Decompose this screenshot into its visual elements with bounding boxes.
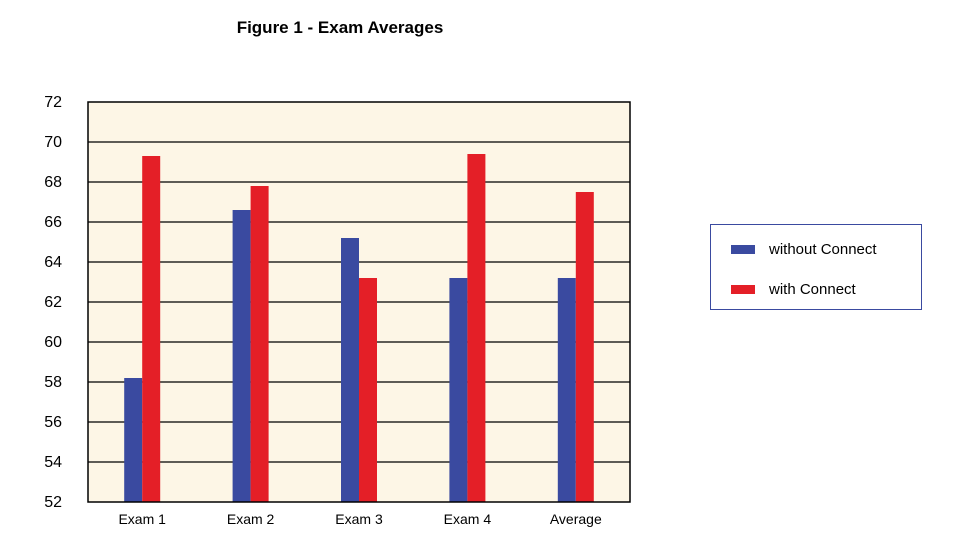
legend-swatch-with-connect: [731, 284, 755, 294]
bar-with-connect-4: [575, 192, 594, 502]
y-tick-label: 68: [44, 174, 62, 191]
y-tick-label: 56: [44, 414, 62, 431]
x-tick-label: Exam 1: [118, 511, 166, 527]
legend-label: with Connect: [769, 280, 856, 298]
legend: without Connect with Connect: [710, 224, 922, 310]
x-axis-tick-labels: Exam 1 Exam 2 Exam 3 Exam 4 Average: [118, 511, 601, 527]
y-tick-label: 72: [44, 94, 62, 111]
y-tick-label: 60: [44, 334, 62, 351]
bar-without-connect-4: [557, 278, 576, 502]
legend-item-with-connect: with Connect: [731, 279, 856, 299]
y-tick-label: 64: [44, 254, 62, 271]
y-tick-label: 70: [44, 134, 62, 151]
legend-item-without-connect: without Connect: [731, 239, 877, 259]
bar-with-connect-2: [359, 278, 377, 502]
bar-with-connect-1: [250, 186, 269, 502]
legend-swatch-without-connect: [731, 244, 755, 254]
y-tick-label: 52: [44, 494, 62, 511]
y-tick-label: 66: [44, 214, 62, 231]
bar-without-connect-3: [449, 278, 468, 502]
y-tick-label: 58: [44, 374, 62, 391]
y-tick-label: 54: [44, 454, 62, 471]
x-tick-label: Exam 3: [335, 511, 383, 527]
bar-with-connect-0: [142, 156, 161, 502]
x-tick-label: Exam 2: [227, 511, 275, 527]
x-tick-label: Average: [550, 511, 602, 527]
plot-frame: [87, 101, 631, 503]
bar-with-connect-3: [467, 154, 486, 502]
y-axis-tick-labels: 72 70 68 66 64 62 60 58 56 54 52: [44, 94, 62, 511]
bar-without-connect-2: [341, 238, 359, 502]
x-tick-label: Exam 4: [444, 511, 492, 527]
bar-without-connect-0: [124, 378, 143, 502]
chart-title: Figure 1 - Exam Averages: [236, 18, 444, 37]
bar-without-connect-1: [232, 210, 251, 502]
bars: [124, 154, 594, 502]
legend-label: without Connect: [769, 240, 877, 258]
y-tick-label: 62: [44, 294, 62, 311]
